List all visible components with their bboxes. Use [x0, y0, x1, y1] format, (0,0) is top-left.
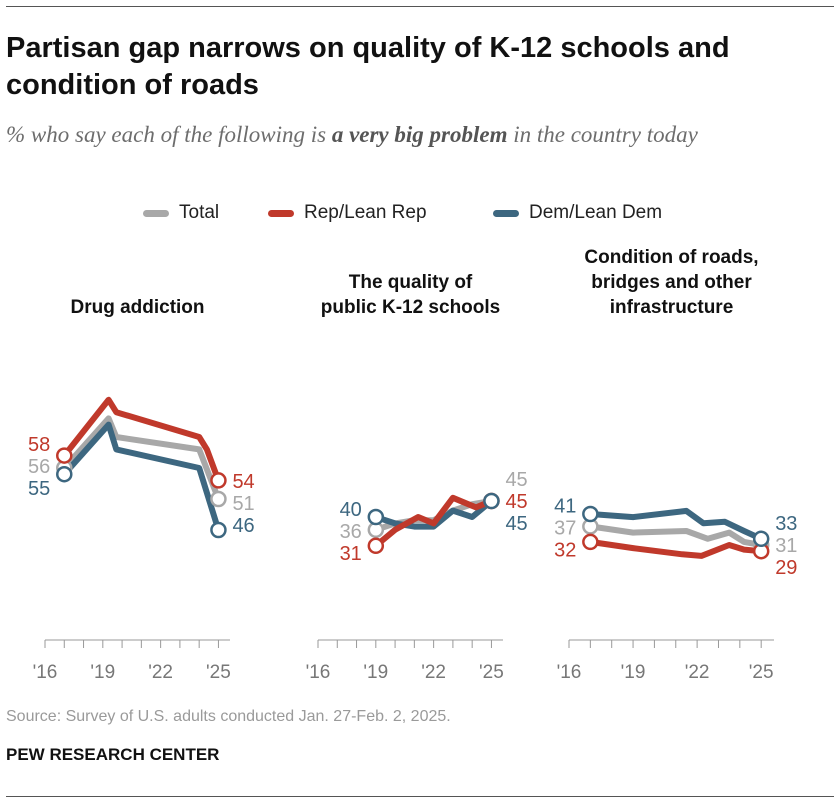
chart-subtitle: % who say each of the following is a ver…	[6, 119, 806, 151]
panel-title-1-line-1: Drug addiction	[70, 297, 204, 318]
end-value-label-rep: 54	[232, 471, 254, 493]
legend-item-rep: Rep/Lean Rep	[268, 198, 427, 228]
series-line-dem	[372, 498, 495, 530]
legend-label-dem: Dem/Lean Dem	[529, 202, 663, 223]
end-marker-dem	[483, 492, 500, 510]
end-value-label-dem: 45	[505, 513, 527, 535]
series-line-dem	[61, 421, 222, 533]
series-line-dem	[587, 507, 765, 542]
end-value-label-rep: 45	[505, 491, 527, 513]
legend: Total Rep/Lean Rep Dem/Lean Dem	[0, 198, 840, 228]
x-tick-label: '25	[206, 662, 231, 683]
start-marker-rep	[56, 447, 73, 464]
start-value-label-rep: 58	[28, 434, 50, 456]
panel-title-2-line-2: public K-12 schools	[321, 297, 500, 318]
chart-title: Partisan gap narrows on quality of K-12 …	[6, 32, 730, 101]
panel-2: The quality of public K-12 schools '16 '19 '…	[306, 272, 528, 683]
x-tick-label: '22	[685, 662, 710, 683]
panel-title-3-line-2: bridges and other	[591, 272, 752, 293]
start-value-label-dem: 55	[28, 478, 50, 500]
source-note: Source: Survey of U.S. adults conducted …	[6, 708, 451, 725]
legend-item-dem: Dem/Lean Dem	[493, 198, 662, 228]
x-tick-label: '19	[363, 662, 388, 683]
end-value-label-dem: 46	[232, 515, 254, 537]
end-marker-rep	[210, 472, 227, 489]
legend-label-total: Total	[179, 202, 220, 223]
series-line-rep	[587, 538, 765, 559]
panel-title-2-line-1: The quality of	[349, 272, 473, 293]
end-marker-dem	[210, 521, 227, 539]
end-marker-total	[210, 490, 227, 508]
x-tick-label: '22	[148, 662, 173, 683]
panel-title-3-line-1: Condition of roads,	[584, 247, 758, 268]
x-tick-label: '19	[90, 662, 115, 683]
top-rule	[6, 6, 834, 7]
series-line-rep	[61, 396, 222, 484]
subtitle-text-before: % who say each of the following is	[6, 122, 332, 147]
x-tick-label: '25	[479, 662, 504, 683]
end-value-label-rep: 29	[775, 557, 797, 579]
start-value-label-total: 37	[554, 517, 576, 539]
end-marker-dem	[752, 530, 770, 548]
start-marker-rep	[582, 533, 599, 551]
series-line-total	[61, 415, 222, 502]
start-value-label-rep: 31	[340, 543, 362, 565]
x-tick-label: '19	[621, 662, 646, 683]
legend-swatch-rep	[268, 209, 294, 217]
start-marker-dem	[582, 505, 599, 523]
end-value-label-total: 51	[232, 493, 254, 515]
start-value-label-rep: 32	[554, 539, 576, 561]
bottom-rule	[6, 796, 834, 797]
start-marker-dem	[56, 465, 73, 483]
x-tick-label: '16	[33, 662, 58, 683]
panel-title-3-line-3: infrastructure	[610, 297, 734, 318]
legend-swatch-dem	[493, 209, 519, 217]
legend-swatch-total	[143, 209, 169, 217]
subtitle-emphasis: a very big problem	[331, 122, 508, 147]
series-line-total	[587, 523, 765, 548]
end-value-label-total: 45	[505, 469, 527, 491]
start-value-label-total: 56	[28, 456, 50, 478]
start-marker-rep	[367, 537, 385, 555]
x-tick-label: '16	[306, 662, 331, 683]
x-tick-label: '16	[557, 662, 582, 683]
subtitle-text-after: in the country today	[507, 122, 698, 147]
start-value-label-dem: 40	[340, 499, 362, 521]
panel-3: Condition of roads, bridges and other infr…	[554, 247, 797, 683]
start-marker-dem	[367, 508, 385, 526]
end-value-label-dem: 33	[775, 513, 797, 535]
legend-item-total: Total	[143, 198, 219, 228]
start-value-label-dem: 41	[554, 495, 576, 517]
x-tick-label: '25	[749, 662, 774, 683]
legend-label-rep: Rep/Lean Rep	[304, 202, 427, 223]
x-tick-label: '22	[421, 662, 446, 683]
series-line-rep	[372, 494, 495, 549]
start-value-label-total: 36	[340, 521, 362, 543]
pew-research-center-logo: PEW RESEARCH CENTER	[6, 745, 220, 764]
end-value-label-total: 31	[775, 535, 797, 557]
